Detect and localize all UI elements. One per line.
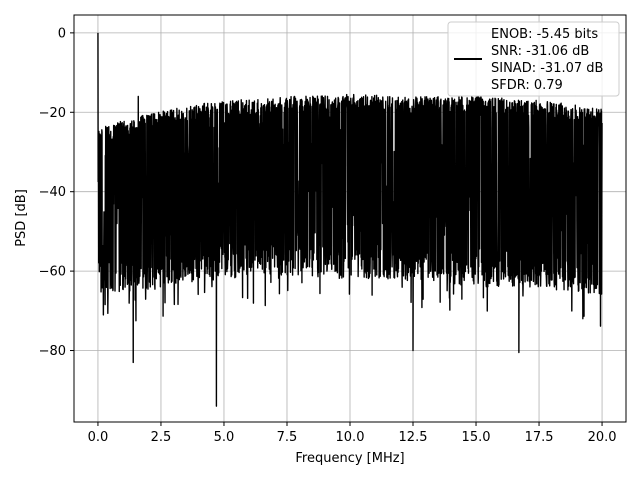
y-tick-label: −20: [39, 106, 66, 121]
legend-box: [447, 21, 620, 97]
legend-entry-sfdr: SFDR: 0.79: [491, 78, 563, 93]
x-tick-label: 17.5: [525, 430, 554, 445]
x-tick-label: 0.0: [88, 430, 109, 445]
legend: ENOB: -5.45 bits SNR: -31.06 dB SINAD: -…: [447, 21, 620, 97]
x-tick-label: 15.0: [462, 430, 491, 445]
y-axis-ticks: 0 −20 −40 −60 −80: [39, 26, 74, 359]
y-tick-label: 0: [58, 26, 66, 41]
legend-entry-sinad: SINAD: -31.07 dB: [491, 61, 603, 76]
psd-series: [97, 32, 603, 407]
legend-entry-enob: ENOB: -5.45 bits: [491, 27, 598, 42]
x-tick-label: 7.5: [277, 430, 298, 445]
x-tick-label: 5.0: [214, 430, 235, 445]
x-axis-label: Frequency [MHz]: [295, 451, 404, 466]
psd-series-line: [97, 32, 603, 407]
plot-area: [97, 32, 603, 407]
y-tick-label: −80: [39, 344, 66, 359]
x-tick-label: 12.5: [399, 430, 428, 445]
y-tick-label: −40: [39, 185, 66, 200]
x-tick-label: 10.0: [336, 430, 365, 445]
legend-entry-snr: SNR: -31.06 dB: [491, 44, 589, 59]
x-axis-ticks: 0.0 2.5 5.0 7.5 10.0 12.5 15.0 17.5 20.0: [88, 422, 617, 445]
y-tick-label: −60: [39, 265, 66, 280]
x-tick-label: 2.5: [151, 430, 172, 445]
x-tick-label: 20.0: [588, 430, 617, 445]
y-axis-label: PSD [dB]: [14, 189, 29, 247]
